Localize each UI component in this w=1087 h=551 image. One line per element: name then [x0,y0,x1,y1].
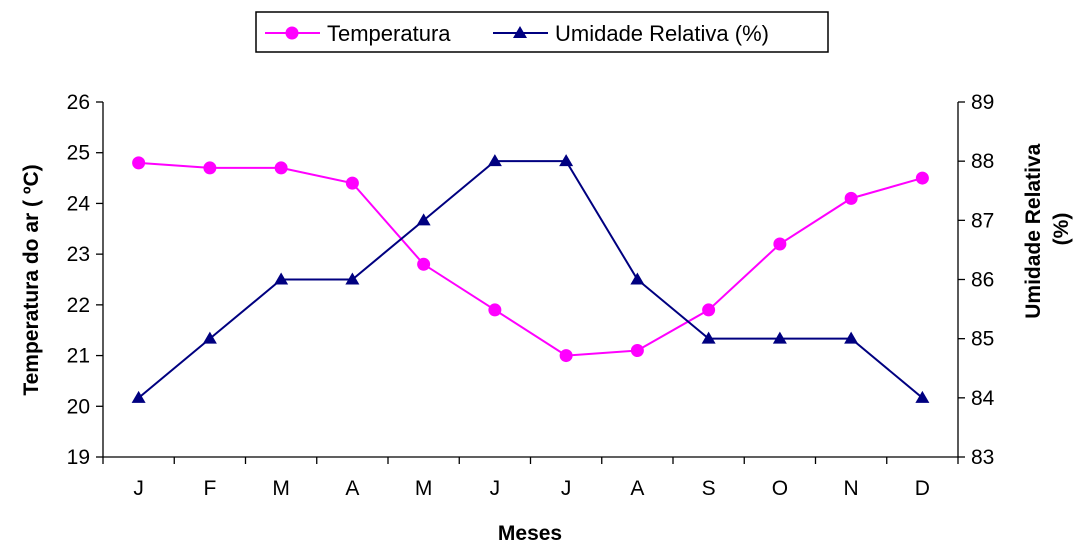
left-y-tick-label: 26 [67,91,90,114]
x-tick-label: O [772,477,788,500]
right-y-ticks: 83 84 85 86 87 88 89 [958,91,995,469]
x-tick-label: N [844,477,859,500]
right-y-tick-label: 89 [971,91,994,114]
x-axis-title: Meses [498,522,562,545]
axes [102,102,959,458]
left-y-tick-label: 21 [67,345,90,368]
left-y-tick-label: 25 [67,142,90,165]
legend-item-temperatura: Temperatura [265,21,451,46]
left-y-tick-label: 22 [67,294,90,317]
x-tick-label: A [630,477,644,500]
series-line [137,160,924,399]
legend-marker-circle-icon [285,26,299,40]
legend-label-umidade: Umidade Relativa (%) [555,21,769,46]
series-line [138,161,923,357]
legend: Temperatura Umidade Relativa (%) [255,11,829,53]
legend-item-umidade: Umidade Relativa (%) [493,21,769,46]
legend-marker-triangle-icon [513,26,527,38]
legend-label-temperatura: Temperatura [327,21,451,46]
x-tick-label: J [561,477,572,500]
data-point [915,171,929,185]
data-point [630,344,644,357]
data-point [274,161,288,175]
series-1 [131,154,930,403]
right-y-tick-label: 84 [971,387,995,410]
data-point [772,331,787,344]
data-point [630,272,645,285]
data-point [345,176,359,190]
x-tick-label: J [133,477,144,500]
right-y-tick-label: 83 [971,446,994,469]
data-point [559,349,573,363]
data-point [416,213,431,226]
left-y-ticks: 19 20 21 22 23 24 25 26 [67,91,103,469]
data-point [488,303,502,317]
right-y-tick-label: 87 [971,209,994,232]
left-y-axis-title: Temperatura do ar ( ºC) [20,164,43,395]
x-tick-label: M [415,477,433,500]
x-tick-label: M [272,477,290,500]
x-tick-label: S [702,477,716,500]
data-point [773,237,787,251]
right-y-tick-label: 85 [971,328,994,351]
data-point [702,303,716,317]
data-point [417,257,431,271]
right-y-axis-title: Umidade Relativa (%) [1022,139,1073,319]
right-y-axis-title-line2: (%) [1050,213,1073,246]
data-point [701,331,716,344]
x-tick-label: D [915,477,930,500]
data-point [274,272,289,285]
data-point [131,390,146,403]
series-0 [132,156,929,363]
data-point [487,154,502,167]
right-y-tick-label: 86 [971,269,994,292]
right-y-tick-label: 88 [971,150,994,173]
right-y-axis-title-line1: Umidade Relativa [1022,143,1045,318]
x-tick-label: F [203,477,216,500]
series-layer [131,154,930,403]
left-y-tick-label: 24 [67,192,91,215]
x-tick-label: A [345,477,359,500]
data-point [345,272,360,285]
data-point [203,161,217,175]
data-point [132,156,146,170]
left-y-tick-label: 20 [67,395,90,418]
left-y-tick-label: 19 [67,446,90,469]
data-point [915,390,930,403]
data-point [844,331,859,344]
x-tick-label: J [490,477,501,500]
data-point [559,154,574,167]
data-point [844,191,858,205]
data-point [202,331,217,344]
left-y-tick-label: 23 [67,243,90,266]
